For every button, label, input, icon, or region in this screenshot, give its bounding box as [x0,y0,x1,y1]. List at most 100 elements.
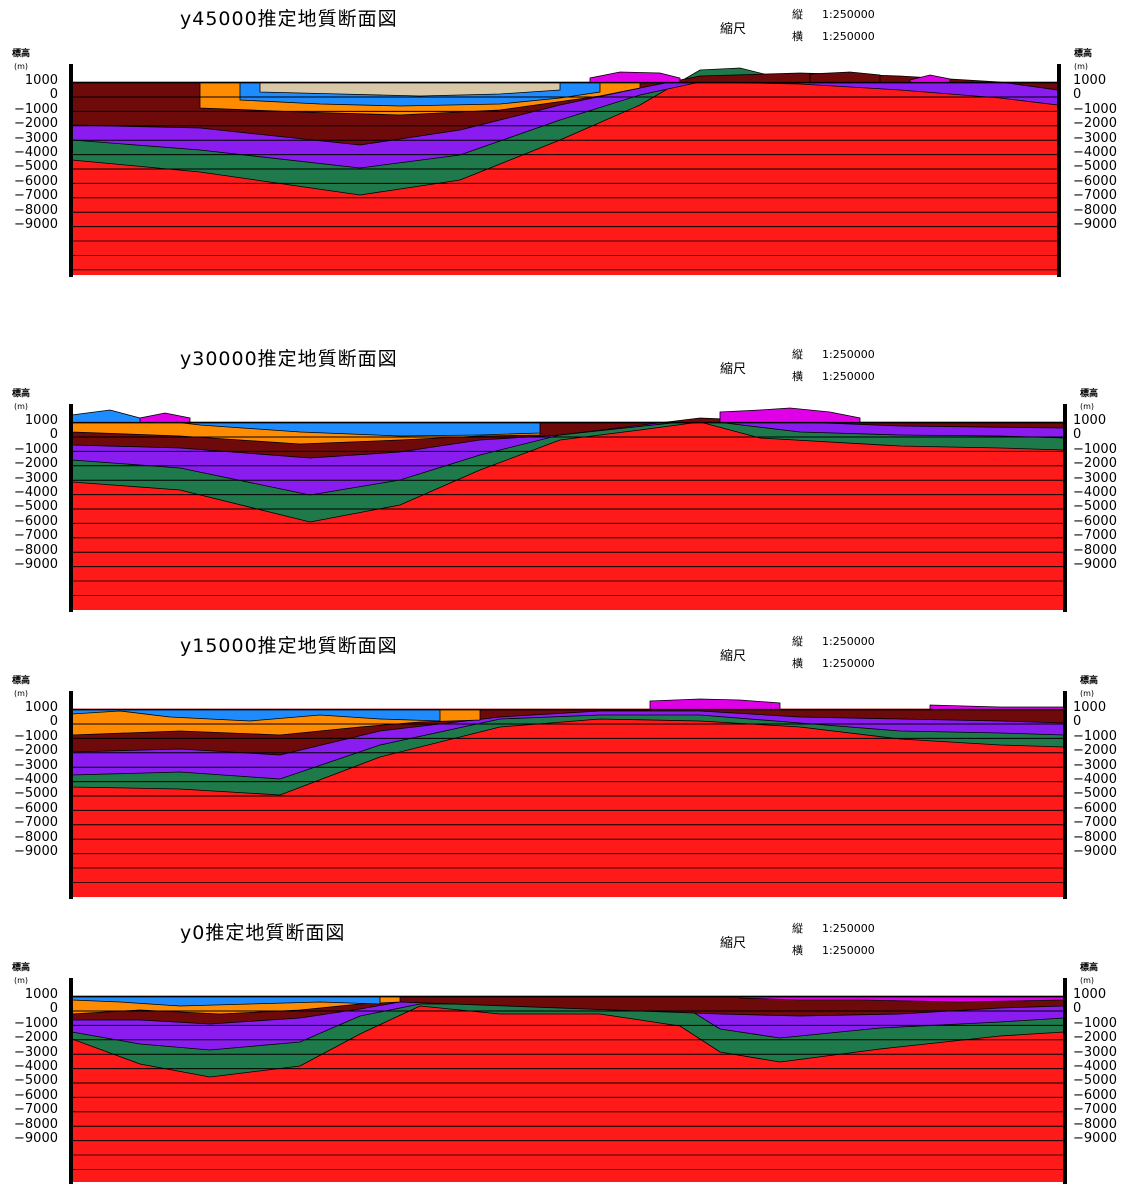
elevation-tick: −9000 [1073,1130,1117,1146]
elevation-tick: −2000 [14,456,58,472]
magenta-stratum [909,74,951,83]
section-title: y0推定地質断面図 [180,922,346,944]
elevation-tick: 0 [1073,427,1082,443]
elevation-tick: −1000 [1073,728,1117,744]
elevation-label-right: 標高 [1080,389,1099,399]
unit-label-right: (m) [1080,976,1095,985]
elevation-label-right: 標高 [1074,49,1093,59]
maroon-stratum [809,71,881,83]
elevation-tick: −4000 [1073,484,1117,500]
elevation-tick: 1000 [24,413,58,428]
section-title: y45000推定地質断面図 [180,8,398,30]
section-panel-y30000: y30000推定地質断面図 縮尺 縦 1:250000 横 1:250000 標高 … [0,340,1130,630]
elevation-tick: 1000 [1073,987,1107,1002]
elevation-ticks-right: 1000 0 −1000 −2000 −3000 −4000 −5000 −6000 −7000… [1073,987,1130,1146]
elevation-tick: −6000 [14,1087,58,1103]
elevation-tick: −6000 [1073,800,1117,816]
elevation-label-right: 標高 [1080,676,1099,686]
elevation-tick: 0 [49,427,58,443]
unit-label-left: (m) [14,976,29,985]
elevation-tick: −1000 [1073,101,1117,117]
elevation-tick: 1000 [24,73,58,88]
elevation-tick: −7000 [14,815,58,831]
elevation-tick: −2000 [14,743,58,759]
elevation-tick: 1000 [24,700,58,715]
elevation-tick: −3000 [14,1044,58,1060]
scale-horizontal: 横 1:250000 [792,30,875,43]
elevation-tick: −6000 [14,800,58,816]
elevation-ticks-right: 1000 0 −1000 −2000 −3000 −4000 −5000 −6000 −7000… [1073,700,1130,859]
elevation-tick: −5000 [1073,499,1117,515]
elevation-label-right: 標高 [1080,963,1099,973]
magenta-stratum [589,71,681,83]
unit-label-right: (m) [1080,689,1095,698]
axis-bar-left [69,691,73,899]
elevation-tick: −7000 [14,528,58,544]
axis-bar-left [69,404,73,612]
blue-stratum [71,709,441,722]
axis-bar-left [69,978,73,1184]
scale-horizontal: 横 1:250000 [792,657,875,670]
axis-bar-right [1057,64,1061,277]
elevation-tick: −7000 [1073,188,1117,204]
magenta-stratum [719,407,861,423]
elevation-tick: −8000 [1073,829,1117,845]
scale-vertical: 縦 1:250000 [792,348,875,361]
section-panel-y15000: y15000推定地質断面図 縮尺 縦 1:250000 横 1:250000 標高 … [0,627,1130,917]
elevation-tick: −9000 [14,556,58,572]
elevation-tick: −6000 [14,173,58,189]
elevation-ticks-left: 1000 0 −1000 −2000 −3000 −4000 −5000 −6000 −7000… [0,413,58,572]
elevation-tick: −4000 [14,1058,58,1074]
axis-bar-right [1063,404,1067,612]
elevation-tick: −1000 [14,101,58,117]
elevation-tick: −3000 [1073,470,1117,486]
elevation-tick: −4000 [14,484,58,500]
magenta-stratum [139,412,191,423]
cross-section-diagram [69,404,1067,612]
elevation-tick: 0 [49,1001,58,1017]
elevation-tick: −1000 [14,441,58,457]
elevation-tick: −5000 [1073,786,1117,802]
unit-label-right: (m) [1074,62,1089,71]
elevation-tick: −5000 [14,786,58,802]
scale-horizontal: 横 1:250000 [792,370,875,383]
magenta-stratum [649,698,781,710]
elevation-tick: −9000 [14,843,58,859]
elevation-ticks-right: 1000 0 −1000 −2000 −3000 −4000 −5000 −6000 −7000… [1073,73,1130,232]
elevation-tick: −9000 [1073,843,1117,859]
elevation-label-left: 標高 [12,49,31,59]
section-panel-y0: y0推定地質断面図 縮尺 縦 1:250000 横 1:250000 標高 (m) … [0,914,1130,1185]
elevation-tick: 1000 [1073,73,1107,88]
elevation-tick: 0 [1073,87,1082,103]
elevation-tick: −2000 [1073,1030,1117,1046]
cross-section-diagram [69,64,1061,277]
section-title: y15000推定地質断面図 [180,635,398,657]
unit-label-left: (m) [14,62,29,71]
elevation-ticks-left: 1000 0 −1000 −2000 −3000 −4000 −5000 −6000 −7000… [0,700,58,859]
elevation-tick: −1000 [14,1015,58,1031]
elevation-tick: −2000 [14,1030,58,1046]
section-title: y30000推定地質断面図 [180,348,398,370]
elevation-tick: −3000 [14,130,58,146]
scale-label: 縮尺 [720,649,747,664]
elevation-tick: 1000 [24,987,58,1002]
elevation-tick: 1000 [1073,413,1107,428]
elevation-tick: −6000 [14,513,58,529]
elevation-tick: 1000 [1073,700,1107,715]
elevation-tick: −1000 [1073,1015,1117,1031]
elevation-label-left: 標高 [12,963,31,973]
elevation-tick: −8000 [14,1116,58,1132]
elevation-tick: −9000 [14,216,58,232]
elevation-tick: −1000 [14,728,58,744]
cross-section-diagram [69,978,1067,1184]
scale-label: 縮尺 [720,22,747,37]
unit-label-left: (m) [14,689,29,698]
scale-vertical: 縦 1:250000 [792,922,875,935]
elevation-tick: −3000 [1073,1044,1117,1060]
elevation-tick: −3000 [14,470,58,486]
elevation-tick: −2000 [1073,456,1117,472]
scale-vertical: 縦 1:250000 [792,635,875,648]
elevation-tick: −7000 [1073,1102,1117,1118]
axis-bar-right [1063,691,1067,899]
elevation-tick: −4000 [14,144,58,160]
